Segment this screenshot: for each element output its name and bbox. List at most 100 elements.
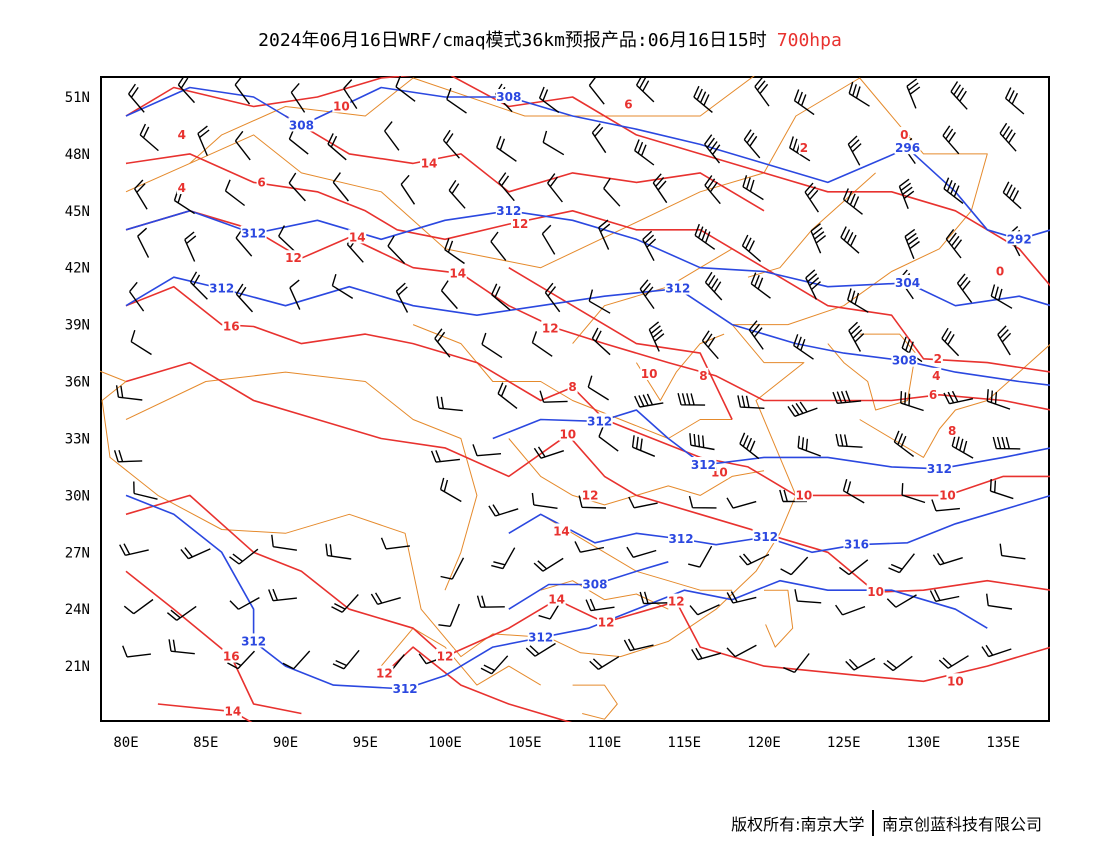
height-contour-label: 312 bbox=[927, 462, 952, 476]
wind-barb bbox=[743, 129, 761, 159]
wind-barb bbox=[986, 593, 1013, 610]
lon-tick-label: 135E bbox=[986, 735, 1020, 751]
temperature-contour-line bbox=[125, 153, 1050, 373]
temperature-contour-label: 4 bbox=[178, 128, 186, 142]
temperature-contour-label-bg bbox=[332, 98, 351, 113]
wind-barb bbox=[750, 272, 771, 299]
wind-barb bbox=[234, 76, 251, 105]
wind-barb bbox=[395, 282, 409, 313]
temperature-contour-label-bg bbox=[176, 126, 187, 141]
wind-barb bbox=[438, 603, 460, 627]
temperature-contour-label-bg bbox=[931, 367, 942, 382]
temperature-contour-label: 10 bbox=[939, 488, 956, 502]
height-contour-label-bg bbox=[843, 536, 870, 551]
wind-barb bbox=[886, 594, 917, 608]
wind-barb bbox=[268, 588, 297, 602]
temperature-contour-label: 14 bbox=[421, 156, 438, 170]
wind-barb bbox=[497, 382, 518, 409]
wind-barb bbox=[840, 226, 860, 254]
temperature-contour-label-bg bbox=[794, 487, 813, 502]
wind-barb bbox=[440, 557, 465, 580]
lat-tick-label: 39N bbox=[65, 318, 90, 334]
copyright-company: 南京创蓝科技有限公司 bbox=[881, 815, 1042, 834]
height-contour-label-bg bbox=[690, 457, 717, 472]
wind-barb bbox=[704, 134, 721, 164]
height-contour-label: 312 bbox=[209, 282, 234, 296]
temperature-contour-label-bg bbox=[223, 703, 242, 718]
height-contour-label-bg bbox=[1006, 231, 1033, 246]
lat-tick-label: 24N bbox=[65, 602, 90, 618]
wind-barb bbox=[289, 279, 301, 310]
wind-barb bbox=[893, 430, 915, 457]
wind-barb bbox=[648, 321, 665, 352]
temperature-contour-label: 14 bbox=[548, 593, 565, 607]
temperature-contour-label-bg bbox=[436, 648, 454, 663]
temperature-contour-label: 10 bbox=[559, 428, 576, 442]
wind-barb bbox=[942, 125, 960, 155]
wind-barb bbox=[635, 76, 655, 103]
temperature-contour-label: 14 bbox=[553, 524, 570, 538]
height-contour-label: 312 bbox=[241, 227, 266, 241]
height-contour-label: 312 bbox=[753, 530, 778, 544]
height-contour-label-bg bbox=[586, 413, 613, 428]
temperature-contour-label: 6 bbox=[624, 98, 632, 112]
temperature-contour-label: 12 bbox=[285, 251, 302, 265]
lon-tick-label: 105E bbox=[508, 735, 542, 751]
height-contour-label-bg bbox=[752, 529, 779, 544]
wind-barb bbox=[793, 89, 815, 116]
wind-barb bbox=[951, 434, 974, 459]
wind-barb bbox=[693, 85, 713, 113]
wind-barb bbox=[986, 389, 1011, 410]
temperature-contour-label: 10 bbox=[796, 488, 813, 502]
lon-tick-label: 115E bbox=[667, 735, 701, 751]
lon-tick-label: 90E bbox=[273, 735, 298, 751]
wind-barb bbox=[956, 273, 973, 303]
wind-barb bbox=[990, 284, 1013, 309]
temperature-contour-label-bg bbox=[552, 523, 571, 538]
lon-tick-label: 125E bbox=[827, 735, 861, 751]
temperature-contour-line bbox=[125, 210, 1050, 411]
temperature-contour-label-bg bbox=[567, 379, 578, 394]
height-contour-line bbox=[125, 210, 1050, 307]
wind-barb bbox=[229, 596, 260, 610]
wind-barb bbox=[589, 656, 620, 670]
wind-barb bbox=[325, 543, 352, 560]
wind-barb bbox=[395, 76, 416, 102]
wind-barb bbox=[585, 598, 615, 612]
border-line bbox=[125, 371, 478, 591]
wind-barb bbox=[631, 435, 656, 457]
wind-barb bbox=[845, 657, 876, 671]
lon-tick-label: 120E bbox=[747, 735, 781, 751]
border-line bbox=[412, 324, 733, 439]
temperature-contour-label: 10 bbox=[867, 585, 884, 599]
wind-barb bbox=[838, 559, 869, 576]
height-contour-label: 312 bbox=[393, 682, 418, 696]
wind-barb bbox=[847, 288, 869, 313]
wind-barb bbox=[981, 644, 1012, 658]
temperature-contour-label-bg bbox=[947, 422, 958, 437]
temperature-contour-label: 14 bbox=[225, 705, 242, 719]
border-line bbox=[189, 76, 755, 164]
wind-barb bbox=[639, 591, 668, 605]
wind-barb bbox=[400, 174, 416, 205]
temperature-contour-label-bg bbox=[348, 229, 367, 244]
wind-barb bbox=[440, 280, 458, 310]
wind-barb bbox=[544, 282, 561, 313]
height-contour-label: 308 bbox=[496, 90, 521, 104]
height-contour-label-bg bbox=[527, 629, 554, 644]
temperature-contour-label: 6 bbox=[929, 388, 937, 402]
wind-barb bbox=[491, 283, 511, 311]
wind-barb bbox=[113, 449, 143, 463]
wind-barb bbox=[900, 391, 924, 412]
temperature-contour-label: 8 bbox=[568, 380, 576, 394]
height-contour-line bbox=[125, 86, 1050, 241]
wind-barb bbox=[899, 269, 914, 300]
map-title: 2024年06月16日WRF/cmaq模式36km预报产品:06月16日15时 7… bbox=[0, 26, 1100, 52]
wind-barb bbox=[794, 589, 822, 604]
wind-barb bbox=[436, 396, 463, 412]
wind-barb bbox=[531, 331, 553, 357]
border-line bbox=[827, 333, 916, 411]
wind-barb bbox=[779, 489, 808, 503]
wind-barb bbox=[626, 546, 657, 558]
wind-barb bbox=[224, 179, 246, 207]
